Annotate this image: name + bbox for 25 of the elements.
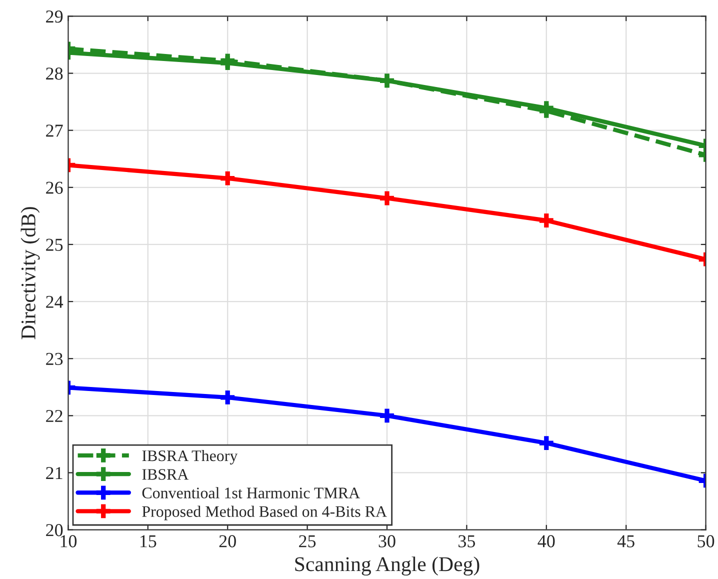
legend-label: Conventioal 1st Harmonic TMRA [142,487,360,498]
y-tick-label: 26 [46,182,63,194]
legend-label: IBSRA Theory [142,450,238,464]
x-tick-label: 20 [219,535,236,548]
legend-label: Proposed Method Based on 4-Bits RA [142,506,387,520]
y-tick-label: 24 [46,296,64,308]
y-axis-title: Directivity (dB) [20,207,40,340]
x-tick-label: 40 [538,535,555,548]
x-tick-label: 15 [140,535,156,548]
y-tick-label: 20 [46,524,63,536]
x-axis-title: Scanning Angle (Deg) [295,556,480,576]
y-tick-label: 22 [46,410,62,422]
y-tick-label: 28 [46,68,63,80]
x-tick-label: 30 [378,535,396,548]
x-tick-label: 45 [617,535,634,548]
y-tick-label: 25 [46,238,63,251]
y-tick-label: 21 [46,467,62,479]
x-tick-label: 10 [60,535,77,548]
y-tick-label: 29 [46,10,63,23]
x-tick-label: 50 [698,535,714,548]
x-tick-label: 35 [458,535,476,548]
y-tick-label: 27 [46,124,63,137]
x-tick-label: 25 [299,535,316,548]
legend-label: IBSRA [142,469,189,480]
y-tick-label: 23 [46,352,63,366]
